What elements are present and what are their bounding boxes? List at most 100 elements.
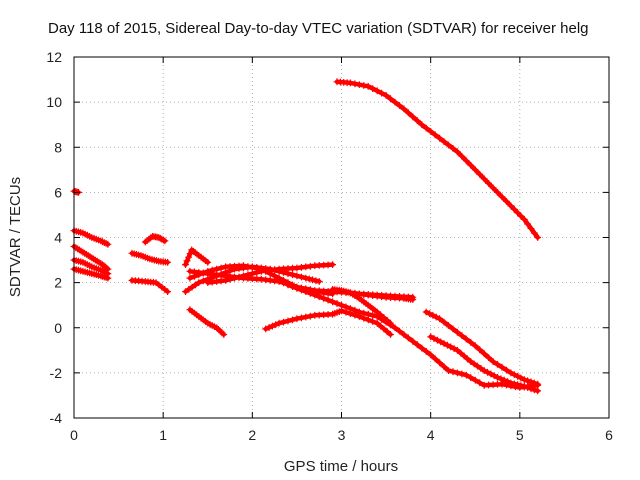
data-point-marker — [302, 288, 310, 295]
y-tick-label: 8 — [54, 139, 62, 155]
data-point-marker — [471, 342, 479, 350]
data-point-marker — [265, 324, 273, 331]
data-point-marker — [272, 321, 280, 328]
data-point-marker — [235, 273, 243, 281]
data-point-marker — [449, 368, 457, 376]
data-point-marker — [413, 117, 421, 125]
data-point-marker — [284, 281, 292, 289]
data-point-marker — [387, 319, 394, 327]
series-arc-a — [70, 187, 82, 196]
data-point-marker — [409, 113, 417, 121]
data-point-marker — [324, 296, 332, 304]
data-point-marker — [449, 145, 457, 152]
x-tick-label: 4 — [427, 427, 435, 443]
data-point-marker — [347, 79, 354, 87]
data-point-marker — [489, 358, 497, 365]
data-point-marker — [524, 377, 531, 385]
data-point-marker — [467, 374, 475, 382]
data-point-marker — [524, 220, 531, 228]
y-tick-label: -4 — [50, 410, 63, 426]
data-point-marker — [342, 303, 350, 311]
data-point-marker — [445, 322, 452, 329]
data-point-marker — [530, 229, 538, 237]
y-tick-label: 4 — [54, 230, 62, 246]
data-point-marker — [462, 371, 470, 379]
data-point-marker — [409, 337, 417, 345]
data-point-marker — [315, 278, 323, 285]
data-point-marker — [387, 95, 394, 103]
series-arc-n — [204, 261, 336, 286]
data-point-marker — [498, 193, 506, 201]
data-point-marker — [298, 286, 305, 294]
data-point-marker — [480, 350, 488, 358]
data-point-marker — [289, 271, 296, 279]
data-point-marker — [280, 318, 287, 326]
data-point-marker — [284, 317, 292, 325]
data-point-marker — [422, 348, 430, 355]
data-point-marker — [431, 355, 439, 363]
data-point-marker — [494, 374, 501, 381]
data-point-marker — [183, 257, 191, 265]
data-point-marker — [503, 366, 510, 374]
data-point-marker — [418, 344, 426, 352]
data-point-marker — [520, 216, 528, 223]
data-point-marker — [244, 271, 252, 279]
data-point-marker — [503, 198, 510, 205]
data-point-marker — [302, 274, 310, 282]
data-point-marker — [312, 277, 320, 285]
data-point-marker — [458, 152, 466, 160]
x-tick-label: 5 — [516, 427, 524, 443]
data-point-marker — [427, 128, 435, 135]
data-point-marker — [220, 331, 228, 338]
data-point-marker — [373, 319, 381, 327]
data-point-marker — [280, 279, 287, 287]
data-point-marker — [497, 375, 505, 383]
data-point-marker — [527, 225, 535, 232]
data-point-marker — [476, 346, 484, 354]
data-point-marker — [431, 131, 439, 139]
data-point-marker — [467, 339, 475, 346]
data-point-marker — [199, 277, 207, 285]
data-point-marker — [378, 89, 385, 97]
data-point-marker — [396, 102, 403, 109]
data-point-marker — [306, 312, 314, 320]
data-point-marker — [253, 269, 261, 276]
series-arc-f — [128, 277, 171, 295]
data-point-marker — [510, 205, 518, 213]
data-point-marker — [494, 189, 501, 196]
data-point-marker — [275, 278, 283, 285]
data-point-marker — [289, 316, 296, 324]
data-point-marker — [476, 170, 484, 178]
data-point-marker — [413, 341, 421, 349]
series-arc-e — [70, 265, 112, 282]
data-point-marker — [445, 367, 452, 374]
data-point-marker — [226, 275, 234, 283]
data-point-marker — [355, 308, 363, 316]
data-point-marker — [275, 319, 283, 327]
data-point-marker — [517, 382, 525, 389]
series-arc-t — [422, 308, 542, 388]
y-tick-label: 0 — [54, 320, 62, 336]
data-point-marker — [514, 381, 521, 389]
data-point-marker — [517, 374, 525, 382]
data-point-marker — [500, 376, 508, 384]
data-point-marker — [485, 354, 492, 361]
data-point-marker — [329, 261, 336, 268]
data-point-marker — [498, 380, 506, 388]
data-point-marker — [504, 378, 511, 385]
data-point-marker — [422, 124, 430, 132]
data-point-marker — [520, 383, 528, 390]
data-point-marker — [240, 262, 247, 270]
data-point-marker — [527, 385, 535, 393]
data-point-marker — [440, 363, 448, 371]
data-point-marker — [104, 240, 112, 248]
data-point-marker — [311, 291, 319, 299]
data-point-marker — [373, 87, 381, 95]
data-point-marker — [364, 316, 372, 324]
data-point-marker — [437, 338, 445, 346]
data-point-marker — [445, 141, 452, 149]
data-point-marker — [400, 331, 408, 338]
series-arc-d — [70, 256, 112, 277]
data-point-marker — [530, 379, 538, 387]
